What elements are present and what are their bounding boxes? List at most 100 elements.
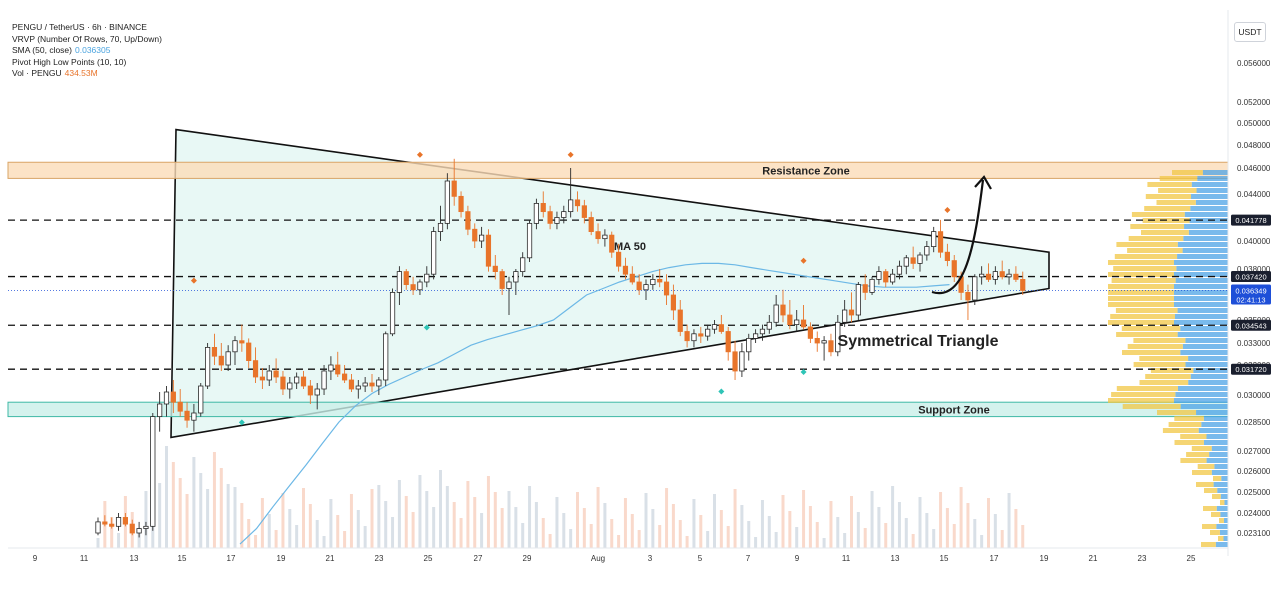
candle-down[interactable] [670,294,677,311]
candle-up[interactable] [746,337,752,353]
price-tag[interactable] [1231,214,1271,226]
candle-down[interactable] [616,251,622,267]
candle-down[interactable] [814,337,820,344]
candle-up[interactable] [396,271,403,293]
candle-up[interactable] [444,180,450,224]
candle-up[interactable] [835,321,841,353]
candle-down[interactable] [800,319,807,328]
candle-down[interactable] [965,291,971,301]
candle-down[interactable] [1013,273,1019,280]
candle-down[interactable] [581,205,587,218]
pivot-low-marker[interactable] [718,388,725,395]
candle-down[interactable] [472,228,478,242]
candle-up[interactable] [362,382,368,387]
candle-down[interactable] [684,331,690,342]
candle-up[interactable] [739,351,745,372]
pivot-high-marker[interactable] [567,151,574,158]
candle-down[interactable] [300,376,307,387]
candle-up[interactable] [711,324,718,330]
candle-down[interactable] [465,211,471,230]
candle-up[interactable] [794,319,800,325]
candle-up[interactable] [561,211,567,218]
candle-up[interactable] [876,271,882,280]
pivot-high-marker[interactable] [944,206,951,213]
candle-up[interactable] [869,278,875,293]
pivot-low-marker[interactable] [238,419,245,426]
candle-down[interactable] [1020,278,1026,291]
candle-up[interactable] [773,304,779,323]
candle-up[interactable] [855,284,861,316]
candle-up[interactable] [533,202,540,224]
candle-up[interactable] [896,265,903,275]
candle-up[interactable] [143,525,149,529]
candle-down[interactable] [122,517,128,525]
candle-down[interactable] [307,385,313,396]
price-tag[interactable] [1231,319,1271,331]
symmetrical-triangle-pattern[interactable] [170,128,1050,439]
candle-down[interactable] [492,265,498,273]
candle-down[interactable] [129,523,135,534]
candle-down[interactable] [609,234,615,253]
candle-up[interactable] [691,333,697,342]
candle-down[interactable] [985,273,992,280]
candle-down[interactable] [636,281,642,291]
legend-pivot[interactable]: Pivot High Low Points (10, 10) [12,56,127,67]
support-zone[interactable] [7,401,1229,418]
candle-up[interactable] [294,376,300,384]
candle-down[interactable] [102,521,108,525]
candle-up[interactable] [424,273,430,283]
candle-up[interactable] [383,333,389,381]
candle-down[interactable] [595,231,601,240]
candle-up[interactable] [903,257,909,267]
candle-down[interactable] [273,370,279,378]
candle-down[interactable] [540,202,546,213]
candle-up[interactable] [417,281,423,291]
candle-up[interactable] [917,254,923,264]
candle-down[interactable] [807,326,814,339]
candle-down[interactable] [499,271,505,289]
candle-down[interactable] [211,346,218,357]
candle-up[interactable] [890,273,896,283]
candle-up[interactable] [314,388,320,396]
candle-down[interactable] [259,376,266,381]
legend-vrvp[interactable]: VRVP (Number Of Rows, 70, Up/Down) [12,33,162,44]
candle-up[interactable] [554,217,560,224]
candle-down[interactable] [944,251,951,261]
candle-up[interactable] [979,273,985,278]
candle-up[interactable] [355,385,361,390]
candle-down[interactable] [732,351,738,372]
candle-up[interactable] [643,284,649,291]
candle-down[interactable] [883,271,889,283]
candle-down[interactable] [369,382,375,387]
candle-down[interactable] [787,314,793,326]
candle-up[interactable] [931,231,937,248]
candle-up[interactable] [506,281,512,289]
candle-up[interactable] [157,403,163,418]
candle-down[interactable] [218,355,224,366]
candle-down[interactable] [341,373,348,381]
legend-symbol[interactable]: PENGU / TetherUS · 6h · BINANCE [12,22,147,32]
candle-up[interactable] [115,517,122,527]
candle-down[interactable] [410,284,416,291]
candle-down[interactable] [177,401,183,412]
candle-down[interactable] [246,342,252,362]
candle-down[interactable] [588,217,594,233]
candle-down[interactable] [725,331,731,353]
candle-up[interactable] [526,222,533,259]
candle-up[interactable] [95,521,101,534]
candle-up[interactable] [759,328,766,335]
candle-down[interactable] [848,309,855,316]
candle-down[interactable] [657,278,663,283]
candle-up[interactable] [191,412,197,421]
pivot-high-marker[interactable] [416,151,423,158]
pivot-low-marker[interactable] [423,324,430,331]
candle-down[interactable] [951,260,957,278]
candle-up[interactable] [328,364,334,372]
price-tag[interactable] [1231,363,1271,375]
candle-down[interactable] [828,340,834,353]
candle-up[interactable] [150,416,156,527]
candle-up[interactable] [389,291,396,335]
candle-down[interactable] [937,231,944,253]
pivot-high-marker[interactable] [190,277,197,284]
candle-down[interactable] [184,410,190,421]
